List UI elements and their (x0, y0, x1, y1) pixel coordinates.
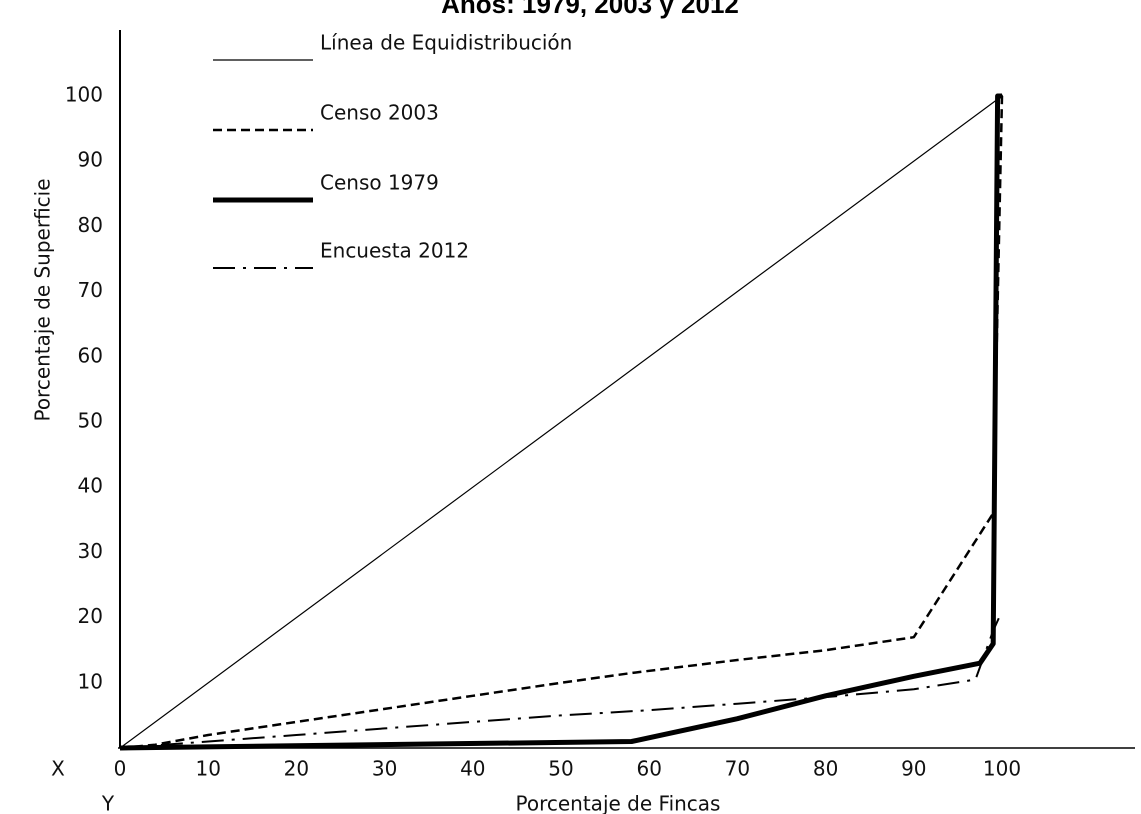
legend-label: Censo 2003 (320, 101, 439, 125)
x-tick-label: 60 (636, 757, 661, 781)
x-tick-label: 100 (983, 757, 1021, 781)
x-tick-label: 10 (195, 757, 220, 781)
x-tick-label: 70 (725, 757, 750, 781)
y-axis-label: Porcentaje de Superficie (31, 178, 55, 421)
x-axis-label: Porcentaje de Fincas (516, 792, 721, 814)
y-axis-marker: Y (101, 792, 115, 814)
chart-title: Años: 1979, 2003 y 2012 (441, 0, 739, 19)
y-tick-label: 60 (78, 343, 103, 367)
x-tick-label: 90 (901, 757, 926, 781)
x-axis-marker: X (51, 757, 65, 781)
legend-label: Encuesta 2012 (320, 239, 469, 263)
y-tick-label: 80 (78, 213, 103, 237)
series-line-encuesta-2012 (119, 610, 1003, 749)
y-tick-label: 100 (65, 83, 103, 107)
y-tick-label: 20 (78, 604, 103, 628)
y-tick-label: 30 (78, 539, 103, 563)
series-line-censo-2003 (119, 94, 1007, 750)
x-tick-labels: 0 10 20 30 40 50 60 70 80 90 100 (114, 757, 1021, 781)
x-tick-label: 40 (460, 757, 485, 781)
x-tick-label: 30 (372, 757, 397, 781)
series-line-censo-1979 (119, 93, 1002, 751)
y-tick-label: 50 (78, 409, 103, 433)
x-tick-label: 50 (548, 757, 573, 781)
legend-label: Línea de Equidistribución (320, 31, 572, 55)
x-tick-label: 80 (813, 757, 838, 781)
legend-label: Censo 1979 (320, 171, 439, 195)
y-tick-label: 10 (78, 669, 103, 693)
y-tick-label: 40 (78, 474, 103, 498)
y-tick-label: 70 (78, 278, 103, 302)
y-tick-labels: 10 20 30 40 50 60 70 80 90 100 (65, 83, 103, 694)
series-line-linea-de-equidistribucion (119, 95, 1003, 749)
x-tick-label: 0 (114, 757, 127, 781)
legend: Línea de Equidistribución Censo 2003 Censo… (213, 31, 572, 269)
x-tick-label: 20 (284, 757, 309, 781)
series-lines (119, 93, 1007, 751)
y-tick-label: 90 (78, 148, 103, 172)
